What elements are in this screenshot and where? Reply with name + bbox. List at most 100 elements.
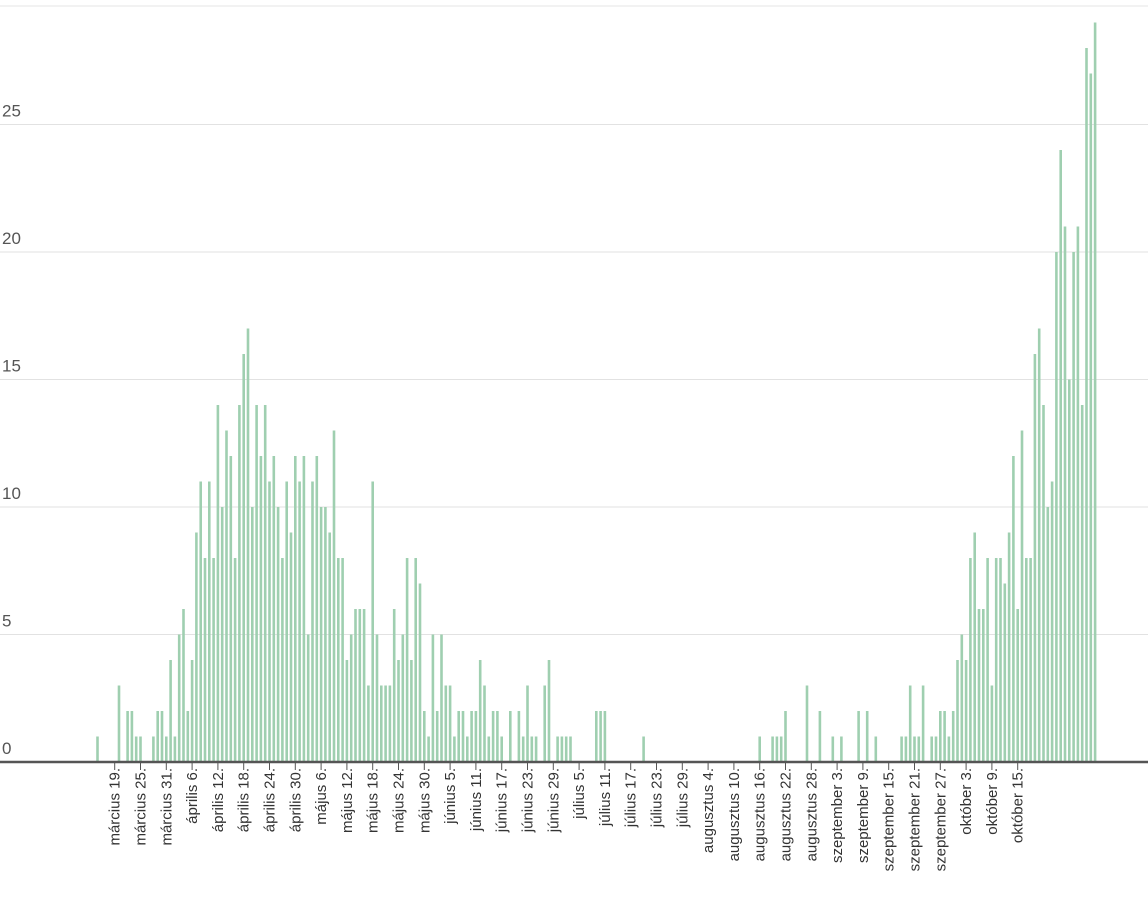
bar	[255, 405, 258, 762]
bar	[208, 481, 211, 762]
bar	[1003, 583, 1007, 762]
bar	[569, 736, 572, 762]
bar	[358, 609, 362, 762]
bar	[130, 711, 134, 762]
x-tick-label: március 31.	[158, 768, 175, 846]
x-tick-label: április 30.	[287, 768, 304, 832]
x-tick-label: április 6.	[184, 768, 201, 824]
x-tick-label: július 11.	[597, 768, 614, 827]
bar	[272, 456, 276, 762]
x-tick-label: július 17.	[623, 768, 640, 828]
bar	[917, 736, 921, 762]
x-tick-label: június 11.	[468, 768, 485, 832]
bar	[1055, 252, 1058, 762]
x-tick-label: augusztus 22.	[778, 768, 795, 861]
bar	[831, 736, 835, 762]
bar	[1063, 226, 1067, 762]
bar	[470, 711, 473, 762]
bar	[642, 736, 645, 762]
y-tick-label: 10	[2, 484, 21, 503]
bar	[354, 609, 357, 762]
bar	[564, 736, 568, 762]
bar	[857, 711, 860, 762]
bar	[315, 456, 319, 762]
bar	[414, 558, 417, 762]
x-tick-label: augusztus 4.	[700, 768, 717, 853]
bar	[603, 711, 607, 762]
y-axis: 0 5 10 15 20 25	[2, 102, 21, 759]
bar	[165, 736, 168, 762]
bar	[1046, 507, 1050, 762]
x-tick-label: május 18.	[365, 768, 382, 833]
bar	[203, 558, 207, 762]
bar	[496, 711, 499, 762]
bar	[483, 685, 486, 762]
bar	[392, 609, 396, 762]
x-tick-label: július 5.	[571, 768, 588, 820]
bar	[921, 685, 925, 762]
bar	[440, 634, 443, 762]
y-tick-label: 15	[2, 357, 21, 376]
bar	[1072, 252, 1075, 762]
bar	[423, 711, 426, 762]
bar	[1059, 150, 1062, 762]
x-tick-label: május 30.	[416, 768, 433, 833]
bar	[186, 711, 190, 762]
bar	[491, 711, 495, 762]
bar	[410, 660, 413, 762]
bar	[173, 736, 177, 762]
bar	[276, 507, 280, 762]
x-tick-label: július 29.	[674, 768, 691, 828]
bar	[818, 711, 822, 762]
x-tick-label: augusztus 16.	[752, 768, 769, 861]
bar	[487, 736, 491, 762]
bar	[302, 456, 306, 762]
bar	[990, 685, 994, 762]
bar	[341, 558, 344, 762]
gridlines	[0, 124, 1148, 635]
bar	[319, 507, 323, 762]
bar	[943, 711, 946, 762]
bar	[1093, 22, 1097, 762]
bar	[534, 736, 538, 762]
bar	[556, 736, 559, 762]
bar	[474, 711, 478, 762]
bar	[444, 685, 448, 762]
x-tick-label: június 17.	[494, 768, 511, 833]
bar	[466, 736, 469, 762]
bar	[195, 532, 198, 762]
x-tick-label: augusztus 28.	[803, 768, 820, 861]
x-tick-label: április 18.	[236, 768, 253, 832]
bar	[311, 481, 314, 762]
x-tick-label: április 12.	[210, 768, 227, 832]
bar	[289, 532, 293, 762]
x-tick-label: június 5.	[442, 768, 459, 825]
x-tick-label: szeptember 9.	[855, 768, 872, 863]
y-tick-label: 25	[2, 102, 21, 121]
bar	[973, 532, 976, 762]
bar	[388, 685, 392, 762]
bar	[939, 711, 942, 762]
bar	[216, 405, 220, 762]
bar	[405, 558, 409, 762]
bar	[117, 685, 121, 762]
bar	[517, 711, 521, 762]
bar	[380, 685, 383, 762]
bar	[526, 685, 529, 762]
bar	[1012, 456, 1015, 762]
bar	[182, 609, 185, 762]
bar	[934, 736, 938, 762]
bar	[913, 736, 916, 762]
bar	[500, 736, 503, 762]
bar	[758, 736, 761, 762]
x-tick-label: október 3.	[958, 768, 975, 835]
bar	[956, 660, 959, 762]
bar	[152, 736, 155, 762]
bar	[900, 736, 903, 762]
bar	[865, 711, 869, 762]
bar	[951, 711, 955, 762]
bar	[840, 736, 843, 762]
bar	[960, 634, 964, 762]
bar	[599, 711, 602, 762]
bar	[1068, 379, 1071, 762]
